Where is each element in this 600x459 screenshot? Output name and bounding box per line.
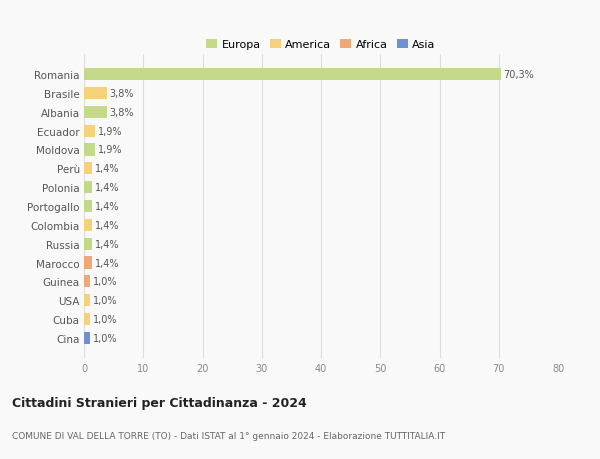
Bar — [84, 106, 107, 119]
Bar — [84, 332, 90, 344]
Bar — [84, 313, 90, 325]
Text: 1,4%: 1,4% — [95, 258, 120, 268]
Bar — [84, 125, 95, 137]
Text: 1,4%: 1,4% — [95, 202, 120, 212]
Text: 1,0%: 1,0% — [93, 296, 118, 306]
Text: 1,9%: 1,9% — [98, 126, 123, 136]
Bar — [84, 276, 90, 288]
Text: 1,4%: 1,4% — [95, 220, 120, 230]
Text: 1,0%: 1,0% — [93, 333, 118, 343]
Bar — [84, 219, 92, 231]
Text: 1,0%: 1,0% — [93, 277, 118, 287]
Bar — [84, 88, 107, 100]
Text: 70,3%: 70,3% — [503, 70, 534, 80]
Text: 1,4%: 1,4% — [95, 164, 120, 174]
Bar — [84, 163, 92, 175]
Bar — [84, 257, 92, 269]
Text: 1,4%: 1,4% — [95, 239, 120, 249]
Text: 1,9%: 1,9% — [98, 145, 123, 155]
Text: 1,4%: 1,4% — [95, 183, 120, 193]
Bar — [84, 238, 92, 250]
Text: 1,0%: 1,0% — [93, 314, 118, 325]
Text: COMUNE DI VAL DELLA TORRE (TO) - Dati ISTAT al 1° gennaio 2024 - Elaborazione TU: COMUNE DI VAL DELLA TORRE (TO) - Dati IS… — [12, 431, 445, 440]
Bar — [84, 182, 92, 194]
Bar — [84, 144, 95, 156]
Text: Cittadini Stranieri per Cittadinanza - 2024: Cittadini Stranieri per Cittadinanza - 2… — [12, 396, 307, 409]
Bar — [84, 294, 90, 307]
Text: 3,8%: 3,8% — [109, 107, 134, 118]
Legend: Europa, America, Africa, Asia: Europa, America, Africa, Asia — [206, 39, 436, 50]
Bar — [84, 201, 92, 213]
Text: 3,8%: 3,8% — [109, 89, 134, 99]
Bar — [84, 69, 500, 81]
